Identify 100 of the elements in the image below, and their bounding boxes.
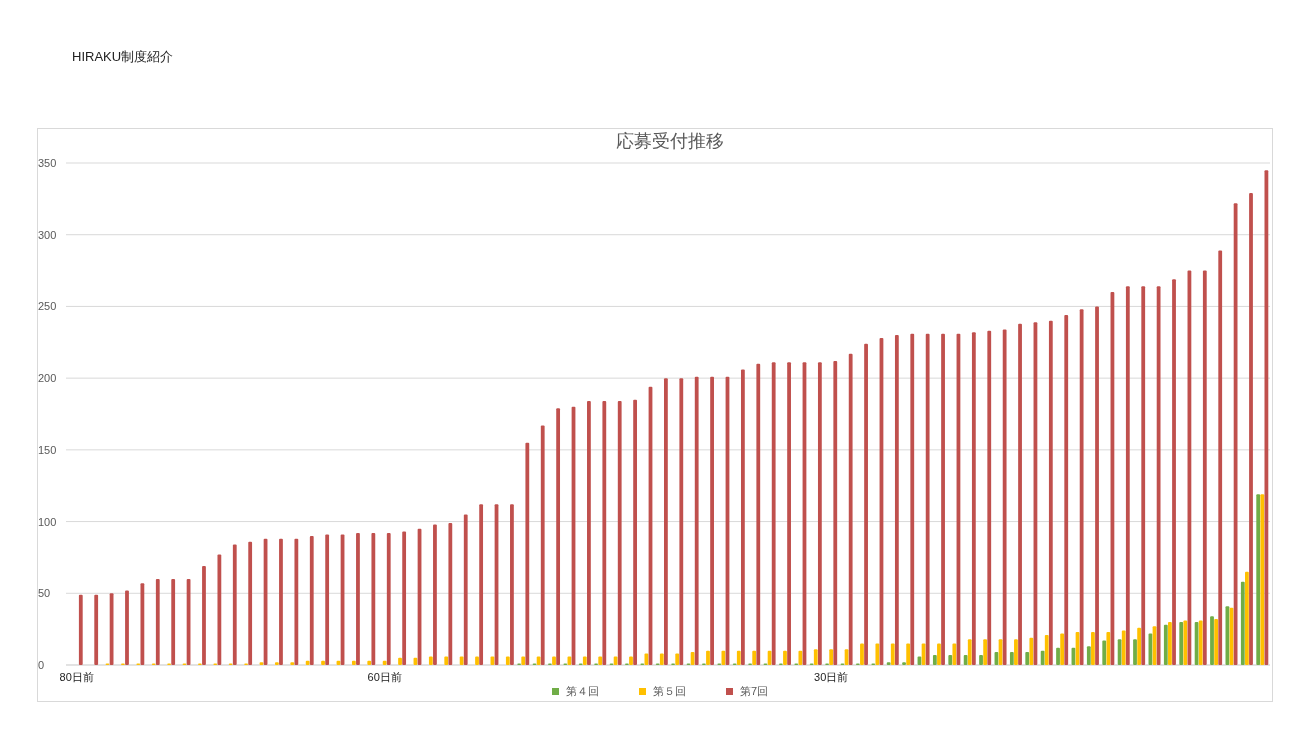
bar xyxy=(1029,637,1034,665)
bar xyxy=(771,362,776,665)
bar xyxy=(510,504,514,665)
bar xyxy=(1060,633,1065,665)
bar xyxy=(890,643,895,665)
bar xyxy=(1141,286,1146,665)
bar xyxy=(1179,621,1184,665)
bar xyxy=(386,533,391,665)
bar xyxy=(1079,309,1084,665)
y-tick-label: 0 xyxy=(38,659,45,671)
bar xyxy=(598,656,603,665)
bar xyxy=(202,566,206,665)
bar xyxy=(94,594,99,665)
bar xyxy=(521,656,526,665)
bar xyxy=(402,531,407,665)
bar xyxy=(356,533,360,665)
bar xyxy=(448,523,453,665)
bar xyxy=(475,656,479,665)
bar xyxy=(587,401,591,665)
bar xyxy=(1025,652,1030,665)
bar xyxy=(1086,646,1091,665)
bar xyxy=(1210,616,1214,665)
bar xyxy=(963,654,968,665)
bar xyxy=(987,330,992,665)
bar xyxy=(971,332,976,665)
bar xyxy=(813,649,818,665)
bar xyxy=(1202,270,1207,665)
bar xyxy=(536,656,541,665)
bar xyxy=(948,654,953,665)
bar xyxy=(932,654,937,665)
bar xyxy=(540,425,545,665)
bar xyxy=(1125,286,1130,665)
bar xyxy=(171,578,176,665)
y-tick-label: 50 xyxy=(38,587,51,600)
y-tick-label: 350 xyxy=(38,157,57,169)
bar xyxy=(833,360,838,665)
bar xyxy=(505,656,510,665)
bar xyxy=(428,656,433,665)
bar xyxy=(706,650,710,665)
bar xyxy=(1183,620,1188,665)
bar xyxy=(1156,286,1161,665)
bar xyxy=(721,650,726,665)
bar xyxy=(629,656,633,665)
bar xyxy=(279,538,283,665)
bar xyxy=(1095,306,1099,665)
y-tick-label: 200 xyxy=(38,372,57,385)
x-tick-label: 80日前 xyxy=(59,671,94,683)
bar xyxy=(1056,647,1060,665)
bar xyxy=(952,643,957,665)
bar xyxy=(1018,323,1022,665)
bar xyxy=(294,538,299,665)
bar xyxy=(217,554,222,665)
bar xyxy=(155,578,160,665)
bar xyxy=(1233,203,1238,665)
bar xyxy=(875,643,880,665)
bar xyxy=(1121,630,1126,665)
bar xyxy=(479,504,484,665)
bar xyxy=(1218,250,1223,665)
bar xyxy=(675,653,680,665)
bar xyxy=(309,535,314,665)
bar xyxy=(444,656,449,665)
bar xyxy=(1168,621,1172,665)
bar xyxy=(325,534,330,665)
bar xyxy=(941,333,945,665)
y-tick-label: 150 xyxy=(38,443,57,456)
bar xyxy=(1117,639,1122,665)
bar xyxy=(613,656,618,665)
bar xyxy=(783,650,787,665)
bar xyxy=(1198,620,1203,665)
bar xyxy=(937,643,941,665)
bar xyxy=(1214,619,1219,665)
bar xyxy=(1249,193,1253,665)
bar xyxy=(1172,279,1176,665)
bar xyxy=(848,353,853,665)
bar xyxy=(1009,652,1014,665)
bar xyxy=(1044,634,1049,665)
y-tick-label: 100 xyxy=(38,515,57,528)
bar xyxy=(463,514,468,665)
bar xyxy=(864,343,868,665)
bar xyxy=(679,378,684,665)
bar xyxy=(710,376,714,665)
x-tick-label: 60日前 xyxy=(367,671,402,683)
bar xyxy=(1137,627,1142,665)
bar xyxy=(694,376,699,665)
bar xyxy=(556,408,561,665)
bar xyxy=(582,656,587,665)
text: HIRAKU制度紹介 xyxy=(72,49,174,64)
bar xyxy=(1014,639,1018,665)
bar xyxy=(1102,640,1107,665)
bar xyxy=(817,362,822,665)
bar xyxy=(525,442,530,665)
bar xyxy=(925,333,930,665)
bar xyxy=(983,639,988,665)
legend-label: 第４回 xyxy=(566,685,599,697)
bar xyxy=(860,643,864,665)
bar xyxy=(798,650,803,665)
bar xyxy=(78,594,83,665)
bar xyxy=(371,533,376,665)
bar xyxy=(829,649,834,665)
bar xyxy=(1133,639,1137,665)
